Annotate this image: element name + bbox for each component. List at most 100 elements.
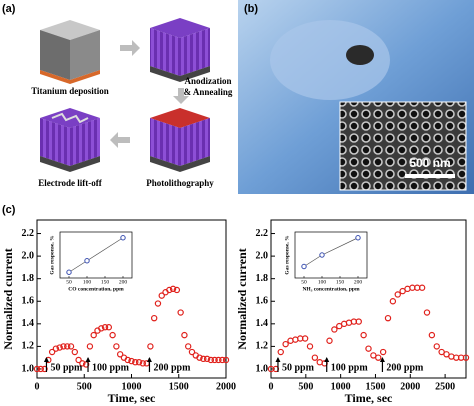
data-point <box>120 235 126 241</box>
y-axis-label: Gas response, % <box>284 235 290 274</box>
data-point <box>173 286 181 294</box>
data-point <box>177 309 184 316</box>
data-point <box>200 355 207 363</box>
data-point <box>301 263 307 270</box>
data-point <box>71 348 79 356</box>
data-point <box>370 352 377 359</box>
y-tick-label: 1.2 <box>22 341 35 352</box>
data-point <box>124 356 131 364</box>
data-point <box>360 331 367 339</box>
data-point <box>116 351 124 358</box>
data-point <box>98 325 105 332</box>
data-point <box>48 348 56 356</box>
x-tick-label: 1000 <box>331 381 351 392</box>
annotation-arrowhead <box>43 357 49 362</box>
annotation: 200 ppm <box>153 362 191 373</box>
x-tick-label: 150 <box>101 279 110 285</box>
data-point <box>394 291 401 298</box>
annotation-arrowhead <box>275 357 281 362</box>
y-axis-label: Normalized current <box>235 248 249 349</box>
data-point <box>60 343 67 350</box>
data-point <box>365 345 372 352</box>
data-point <box>169 285 177 293</box>
data-point <box>52 345 60 352</box>
data-point <box>101 324 109 331</box>
annotation-arrowhead <box>146 357 152 362</box>
data-point <box>113 343 120 350</box>
x-axis-label: NH₃ concentration, ppm <box>302 286 360 292</box>
data-point <box>389 298 397 305</box>
data-point <box>184 343 192 350</box>
y-tick-label: 1.4 <box>22 318 35 329</box>
inset-frame <box>59 231 133 279</box>
data-point <box>443 351 450 358</box>
data-point <box>64 343 71 350</box>
data-point <box>188 348 196 356</box>
data-point <box>147 343 154 350</box>
y-tick-label: 2.0 <box>22 250 35 261</box>
data-point <box>154 300 162 307</box>
x-axis-label: Time, sec <box>108 391 156 405</box>
data-point <box>306 343 314 350</box>
data-point <box>319 252 325 258</box>
data-point <box>90 331 97 339</box>
y-tick-label: 1.6 <box>22 296 35 307</box>
y-tick-label: 1.2 <box>256 341 269 352</box>
x-tick-label: 200 <box>354 279 363 285</box>
annotation: 100 ppm <box>331 362 369 373</box>
step-label: Titanium deposition <box>31 86 109 96</box>
x-tick-label: 500 <box>77 381 92 392</box>
annotation-arrowhead <box>379 357 385 362</box>
data-point <box>282 340 289 348</box>
annotation: 50 ppm <box>50 362 83 373</box>
y-tick-label: 2.2 <box>22 228 35 239</box>
data-point <box>462 354 470 361</box>
y-tick-label: 1.0 <box>22 363 35 374</box>
x-tick-label: 200 <box>119 279 128 285</box>
step-label: Photolithography <box>146 178 214 188</box>
annotation: 200 ppm <box>386 362 424 373</box>
plot-frame <box>270 219 467 379</box>
data-point <box>211 356 218 364</box>
data-point <box>41 365 48 373</box>
data-point <box>423 309 431 316</box>
data-point <box>37 365 44 373</box>
data-point <box>355 235 361 241</box>
data-point <box>166 286 173 294</box>
data-point <box>399 287 406 295</box>
data-point <box>105 324 113 331</box>
data-point <box>222 356 230 364</box>
step-label: Anodization <box>184 76 231 86</box>
data-point <box>384 314 392 322</box>
x-tick-label: 500 <box>298 381 313 392</box>
photo <box>238 0 474 194</box>
data-point <box>438 348 445 356</box>
data-point <box>150 314 158 322</box>
data-point <box>375 354 382 361</box>
data-point <box>33 365 41 373</box>
data-point <box>219 356 226 364</box>
data-point <box>79 360 86 367</box>
x-tick-label: 0 <box>35 381 40 392</box>
data-point <box>135 359 143 366</box>
data-point <box>86 343 94 350</box>
x-tick-label: 50 <box>66 279 72 285</box>
data-point <box>331 326 338 333</box>
data-point <box>132 359 139 366</box>
data-point <box>158 292 165 299</box>
schematic <box>40 18 210 172</box>
panel-label: (c) <box>2 204 16 216</box>
data-point <box>379 348 387 356</box>
annotation-arrowhead <box>324 357 330 362</box>
data-point <box>301 335 309 342</box>
annotation: 50 ppm <box>282 362 315 373</box>
data-point <box>428 331 436 339</box>
data-point <box>56 344 63 351</box>
annotation-arrowhead <box>85 357 91 362</box>
annotation: 100 ppm <box>92 362 130 373</box>
data-point <box>75 356 82 364</box>
y-tick-label: 1.8 <box>256 273 269 284</box>
data-point <box>67 343 75 350</box>
y-tick-label: 1.8 <box>22 273 35 284</box>
x-tick-label: 0 <box>269 381 274 392</box>
